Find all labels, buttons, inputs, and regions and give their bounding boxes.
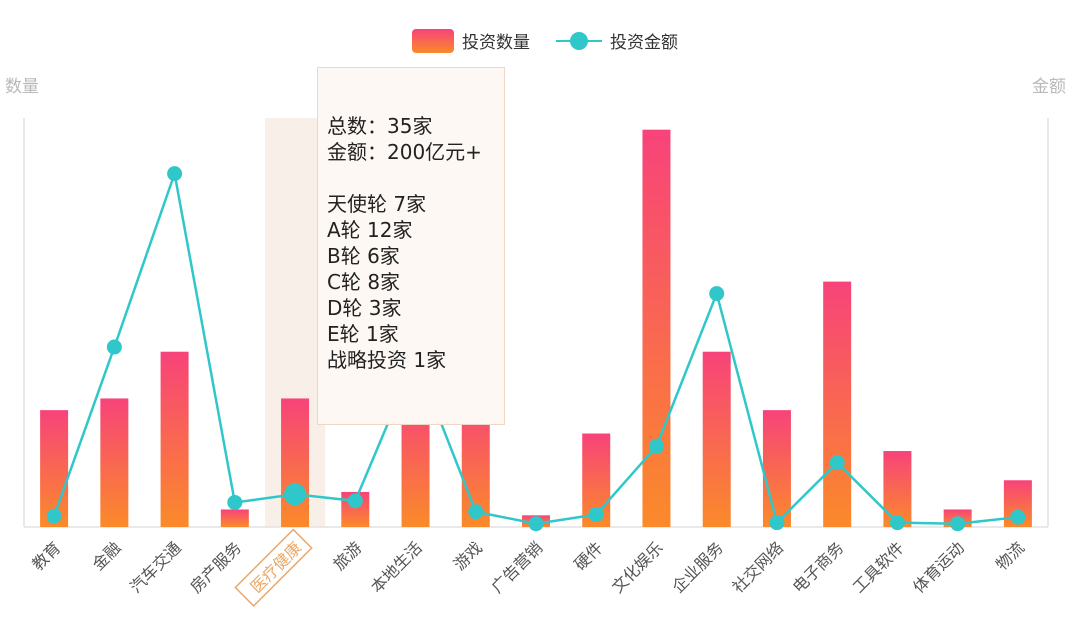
x-tick-label: 体育运动 (909, 538, 968, 597)
tooltip-round: 战略投资 1家 (327, 348, 447, 372)
legend-line-swatch (556, 29, 602, 53)
x-tick-label-group: 企业服务 (668, 538, 727, 597)
highlight-label-frame (234, 528, 313, 607)
x-tick-label: 旅游 (329, 538, 365, 574)
x-tick-label: 企业服务 (668, 538, 727, 597)
x-tick-label-group: 旅游 (329, 538, 365, 574)
line-point[interactable] (709, 286, 725, 302)
bar[interactable] (823, 281, 852, 527)
x-tick-label: 教育 (28, 538, 64, 574)
bar[interactable] (160, 351, 189, 527)
line-point[interactable] (829, 455, 845, 471)
x-tick-label: 社交网络 (728, 538, 787, 597)
bar[interactable] (762, 410, 791, 527)
bar[interactable] (281, 398, 310, 527)
legend-item-bar[interactable]: 投资数量 (412, 28, 530, 53)
line-point[interactable] (588, 506, 604, 522)
x-tick-label-group: 体育运动 (909, 538, 968, 597)
tooltip-round: 天使轮 7家 (327, 192, 427, 216)
legend-line-label: 投资金额 (610, 33, 678, 53)
legend-bar-swatch (412, 28, 454, 53)
x-tick-label-group: 硬件 (570, 538, 606, 574)
line-point[interactable] (468, 504, 484, 520)
y-axis-left-name: 数量 (5, 77, 39, 97)
bar[interactable] (220, 509, 249, 527)
x-tick-label-group: 广告营销 (488, 538, 547, 597)
x-tick-label-group: 教育 (28, 538, 64, 574)
line-point[interactable] (889, 515, 905, 531)
bar[interactable] (40, 410, 69, 527)
line-point[interactable] (167, 166, 183, 182)
x-tick-label: 文化娱乐 (608, 538, 667, 597)
line-point[interactable] (648, 438, 664, 454)
line-point[interactable] (227, 494, 243, 510)
x-tick-label: 工具软件 (849, 538, 908, 597)
line-point[interactable] (1010, 509, 1026, 525)
x-tick-label: 电子商务 (789, 538, 848, 597)
tooltip-round: A轮 12家 (327, 218, 413, 242)
x-tick-label: 物流 (992, 538, 1028, 574)
tooltip: 总数：35家 金额：200亿元+ 天使轮 7家 A轮 12家 B轮 6家 C轮 … (317, 67, 505, 425)
x-tick-label-group: 医疗健康 (234, 528, 313, 607)
x-tick-label: 硬件 (570, 538, 606, 574)
x-tick-label-group: 工具软件 (849, 538, 908, 597)
tooltip-round: C轮 8家 (327, 270, 401, 294)
bar[interactable] (702, 351, 731, 527)
x-tick-label: 广告营销 (488, 538, 547, 597)
x-tick-label-group: 社交网络 (728, 538, 787, 597)
x-tick-label: 本地生活 (367, 538, 426, 597)
x-tick-label-group: 物流 (992, 538, 1028, 574)
tooltip-round: B轮 6家 (327, 244, 400, 268)
y-axis-right-name: 金额 (1032, 77, 1066, 97)
line-point[interactable] (950, 516, 966, 532)
x-tick-label-group: 本地生活 (367, 538, 426, 597)
x-tick-label-group: 游戏 (450, 538, 486, 574)
line-point[interactable] (284, 483, 307, 506)
line-point[interactable] (347, 493, 363, 509)
tooltip-round: D轮 3家 (327, 296, 402, 320)
bar[interactable] (642, 129, 671, 527)
line-point[interactable] (106, 339, 122, 355)
x-tick-label-group: 金融 (89, 538, 125, 574)
x-tick-label: 汽车交通 (126, 538, 185, 597)
bar[interactable] (100, 398, 129, 527)
line-point[interactable] (46, 508, 62, 524)
line-point[interactable] (769, 515, 785, 531)
tooltip-total: 总数：35家 (327, 114, 433, 138)
line-point[interactable] (528, 516, 544, 532)
tooltip-round: E轮 1家 (327, 322, 399, 346)
x-tick-label-group: 电子商务 (789, 538, 848, 597)
tooltip-amount: 金额：200亿元+ (327, 140, 482, 164)
x-tick-label: 游戏 (450, 538, 486, 574)
series-line (52, 172, 1019, 525)
x-tick-label-group: 汽车交通 (126, 538, 185, 597)
x-tick-label: 金融 (89, 538, 125, 574)
x-tick-label-group: 文化娱乐 (608, 538, 667, 597)
legend-item-line[interactable]: 投资金额 (556, 28, 678, 53)
legend-bar-label: 投资数量 (462, 33, 530, 53)
chart-legend: 投资数量 投资金额 (412, 28, 694, 53)
